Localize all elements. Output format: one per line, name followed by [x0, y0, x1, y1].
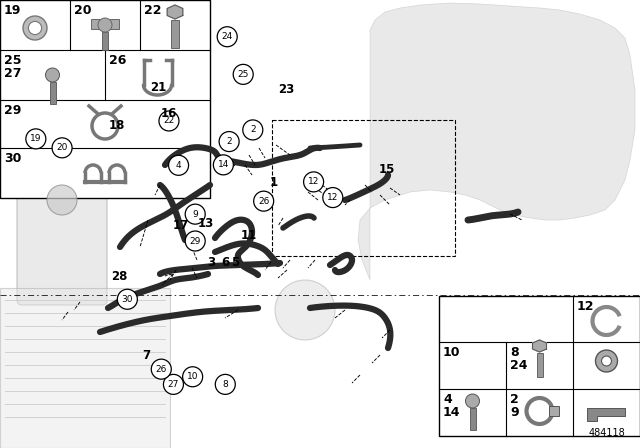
- Text: 25: 25: [4, 54, 22, 67]
- Circle shape: [253, 191, 274, 211]
- Text: 29: 29: [189, 237, 201, 246]
- Circle shape: [465, 394, 479, 408]
- Text: 22: 22: [163, 116, 175, 125]
- Text: 26: 26: [258, 197, 269, 206]
- Circle shape: [23, 16, 47, 40]
- Polygon shape: [358, 3, 635, 280]
- Text: 6: 6: [221, 256, 229, 270]
- Circle shape: [185, 204, 205, 224]
- Circle shape: [28, 22, 42, 34]
- Bar: [102, 32, 108, 50]
- Circle shape: [168, 155, 189, 175]
- Text: 12: 12: [308, 177, 319, 186]
- Text: 28: 28: [111, 270, 127, 283]
- Text: 12: 12: [577, 300, 595, 313]
- Text: 27: 27: [168, 380, 179, 389]
- Bar: [439, 296, 640, 436]
- Text: 24: 24: [221, 32, 233, 41]
- Bar: [49, 82, 56, 104]
- Text: 25: 25: [237, 70, 249, 79]
- Text: 8: 8: [510, 346, 518, 359]
- Text: 13: 13: [197, 217, 214, 230]
- Text: 26: 26: [109, 54, 126, 67]
- Bar: [536, 353, 543, 377]
- Circle shape: [215, 375, 236, 394]
- Text: 484118: 484118: [588, 428, 625, 438]
- Circle shape: [217, 27, 237, 47]
- Text: 22: 22: [144, 4, 161, 17]
- Text: 19: 19: [4, 4, 21, 17]
- Circle shape: [213, 155, 234, 175]
- Text: 19: 19: [30, 134, 42, 143]
- Circle shape: [45, 68, 60, 82]
- Text: 4: 4: [176, 161, 181, 170]
- Text: 2: 2: [227, 137, 232, 146]
- Bar: [470, 408, 476, 430]
- Circle shape: [151, 359, 172, 379]
- Text: 15: 15: [378, 163, 395, 176]
- Polygon shape: [586, 408, 625, 421]
- Circle shape: [219, 132, 239, 151]
- Circle shape: [117, 289, 138, 309]
- Text: 1: 1: [270, 176, 278, 190]
- Text: 30: 30: [122, 295, 133, 304]
- Text: 10: 10: [187, 372, 198, 381]
- Text: 23: 23: [278, 83, 295, 96]
- Text: 2: 2: [510, 393, 519, 406]
- Text: 9: 9: [510, 406, 518, 419]
- Circle shape: [243, 120, 263, 140]
- Bar: [0, 288, 170, 448]
- Bar: [91, 19, 100, 29]
- Text: 4: 4: [443, 393, 452, 406]
- Bar: [272, 120, 455, 256]
- Text: 26: 26: [156, 365, 167, 374]
- Text: 8: 8: [223, 380, 228, 389]
- Circle shape: [98, 18, 112, 32]
- Circle shape: [159, 111, 179, 131]
- Circle shape: [26, 129, 46, 149]
- Circle shape: [323, 188, 343, 207]
- Circle shape: [182, 367, 203, 387]
- Text: 9: 9: [193, 210, 198, 219]
- Bar: [171, 20, 179, 48]
- Circle shape: [303, 172, 324, 192]
- Text: 12: 12: [327, 193, 339, 202]
- Text: 2: 2: [250, 125, 255, 134]
- Circle shape: [233, 65, 253, 84]
- Text: 11: 11: [241, 229, 257, 242]
- Bar: [0, 0, 210, 198]
- Text: 7: 7: [142, 349, 150, 362]
- FancyBboxPatch shape: [17, 190, 107, 305]
- Circle shape: [275, 280, 335, 340]
- Text: 20: 20: [74, 4, 92, 17]
- Text: 30: 30: [4, 152, 21, 165]
- Circle shape: [602, 356, 611, 366]
- Text: 10: 10: [443, 346, 461, 359]
- Text: 14: 14: [218, 160, 229, 169]
- Text: 17: 17: [172, 219, 189, 232]
- Text: 3: 3: [207, 256, 215, 270]
- Circle shape: [595, 350, 618, 372]
- Text: 29: 29: [4, 104, 21, 117]
- Text: 5: 5: [232, 256, 239, 270]
- Text: 16: 16: [161, 107, 177, 121]
- Circle shape: [185, 231, 205, 251]
- Text: 27: 27: [4, 67, 22, 80]
- Circle shape: [163, 375, 184, 394]
- Text: 18: 18: [108, 119, 125, 132]
- Text: 21: 21: [150, 81, 167, 95]
- Polygon shape: [532, 340, 547, 352]
- Polygon shape: [167, 5, 183, 19]
- Circle shape: [52, 138, 72, 158]
- Bar: [548, 406, 559, 416]
- Bar: [110, 19, 119, 29]
- Text: 24: 24: [510, 359, 527, 372]
- Circle shape: [47, 185, 77, 215]
- Text: 14: 14: [443, 406, 461, 419]
- Text: 20: 20: [56, 143, 68, 152]
